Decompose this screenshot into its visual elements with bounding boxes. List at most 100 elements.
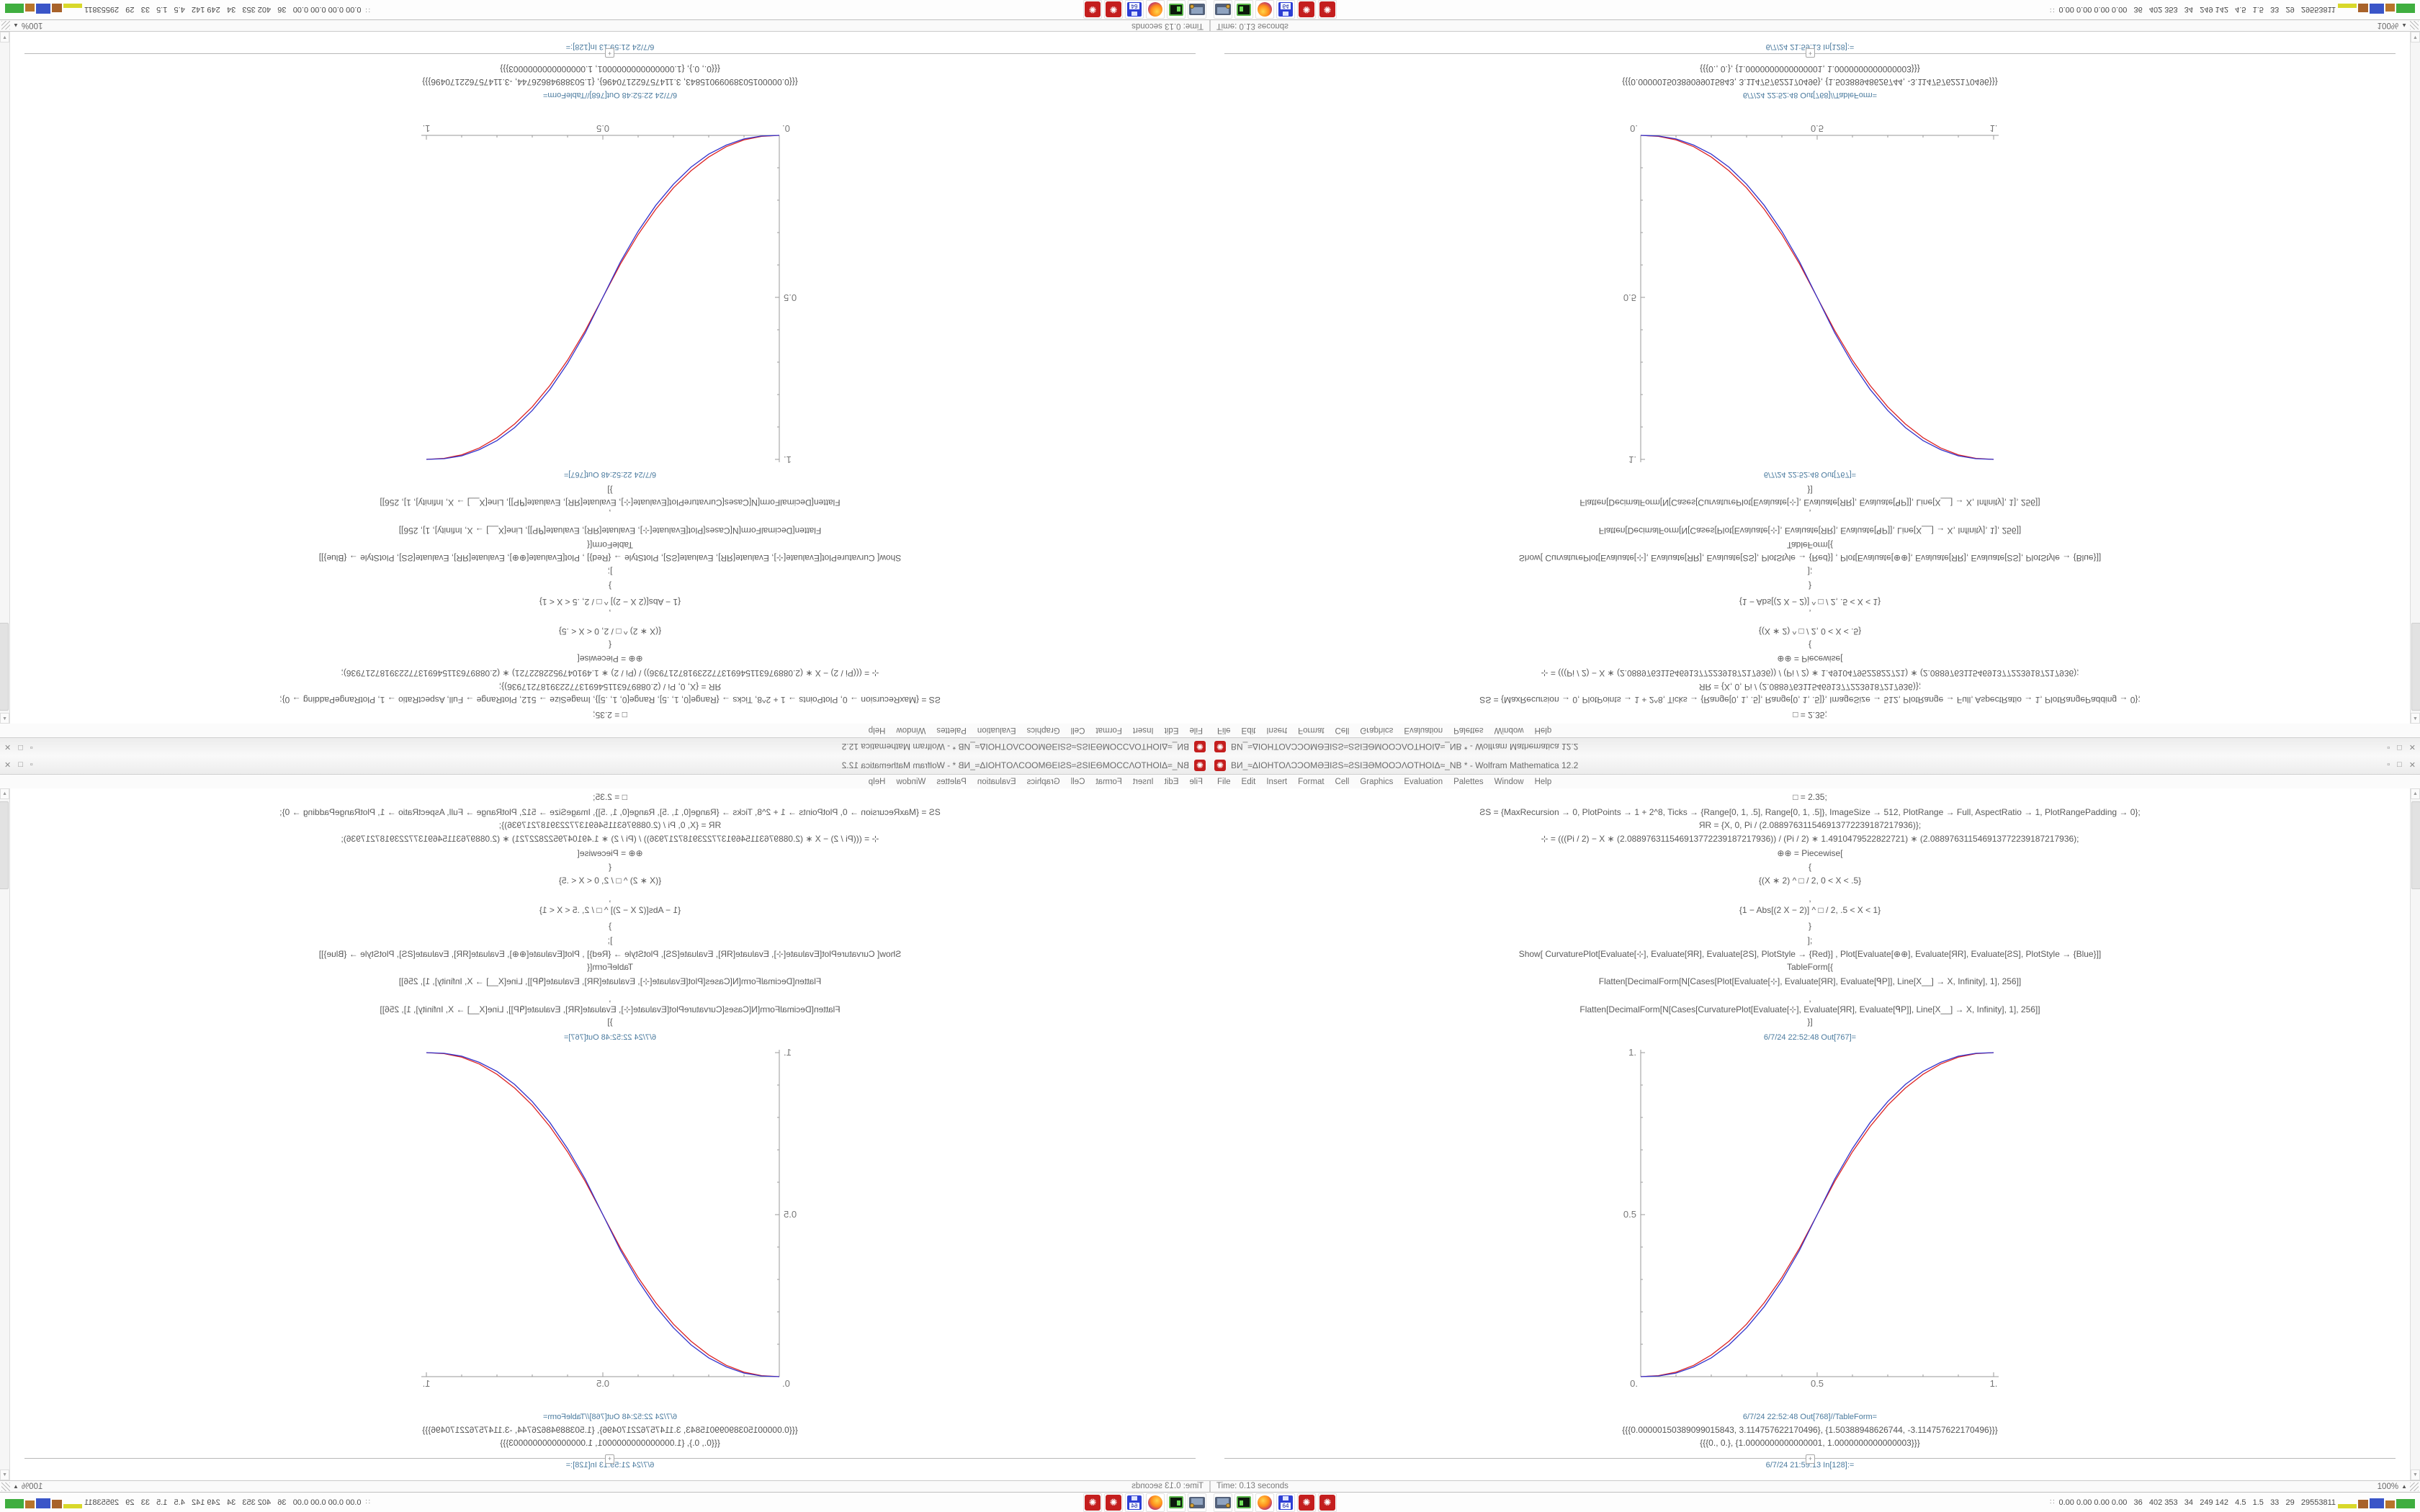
taskbar-display-settings-icon[interactable] — [1188, 0, 1206, 19]
cell-insertion-rule[interactable]: + — [24, 48, 1196, 58]
menu-edit[interactable]: Edit — [1241, 726, 1256, 735]
code-line[interactable]: Flatten[DecimalForm[N[Cases[Plot[Evaluat… — [1598, 526, 2022, 536]
menu-format[interactable]: Format — [1095, 777, 1122, 786]
taskbar-display-settings-icon[interactable] — [1214, 1493, 1232, 1512]
taskbar-mathematica-icon[interactable]: ✺ — [1104, 1493, 1123, 1512]
taskbar-display-settings-icon[interactable] — [1214, 0, 1232, 19]
code-line[interactable]: TableForm[{ — [1786, 962, 1834, 972]
menu-graphics[interactable]: Graphics — [1026, 726, 1060, 735]
taskbar-terminal-icon[interactable] — [1167, 0, 1186, 19]
code-line[interactable]: {1 − Abs[(2 X − 2)] ^ □ / 2, .5 < X < 1} — [539, 905, 681, 915]
window-resize-grip[interactable] — [2410, 21, 2419, 30]
code-line[interactable]: ⊕⊕ = Piecewise[ — [1777, 848, 1843, 858]
maximize-button[interactable]: □ — [18, 743, 23, 752]
magnification-dropdown-icon[interactable]: ▲ — [2401, 22, 2407, 29]
minimize-button[interactable]: ▫ — [30, 743, 33, 752]
code-line[interactable]: { — [609, 862, 612, 872]
code-line[interactable]: } — [1808, 921, 1811, 931]
menu-graphics[interactable]: Graphics — [1360, 777, 1394, 786]
taskbar-terminal-icon[interactable] — [1234, 0, 1253, 19]
code-line[interactable]: , — [609, 994, 611, 1004]
code-line[interactable]: , — [1809, 608, 1811, 618]
magnification-control[interactable]: 100% — [21, 1482, 43, 1491]
code-line[interactable]: {(X ∗ 2) ^ □ / 2, 0 < X < .5} — [1758, 876, 1862, 886]
scroll-up-icon[interactable]: ▲ — [2411, 713, 2420, 724]
taskbar-display-settings-icon[interactable] — [1188, 1493, 1206, 1512]
code-line[interactable]: , — [609, 508, 611, 518]
code-line[interactable]: , — [609, 894, 611, 904]
code-line[interactable]: ]; — [607, 567, 613, 577]
scroll-down-icon[interactable]: ▼ — [2411, 1470, 2420, 1480]
menu-help[interactable]: Help — [1534, 726, 1552, 735]
menu-help[interactable]: Help — [1534, 777, 1552, 786]
code-line[interactable]: ƧS = {MaxRecursion → 0, PlotPoints → 1 +… — [279, 695, 941, 705]
window-resize-grip[interactable] — [1, 1482, 10, 1491]
code-line[interactable]: {(X ∗ 2) ^ □ / 2, 0 < X < .5} — [1758, 626, 1862, 636]
code-line[interactable]: , — [1809, 894, 1811, 904]
scrollbar-thumb[interactable] — [2411, 623, 2420, 711]
window-titlebar[interactable]: ✺ ВИ_≈ΔΙΟΗΤΟΛƆƆΟΜƏƎΙƧS≈ƧSΙƎƏΜΟΟƆΛΟΤΗΟΙΔ≈… — [1210, 756, 2420, 775]
menu-cell[interactable]: Cell — [1335, 726, 1350, 735]
code-line[interactable]: Flatten[DecimalForm[N[Cases[CurvaturePlo… — [1579, 1004, 2040, 1014]
menu-cell[interactable]: Cell — [1070, 777, 1085, 786]
magnification-control[interactable]: 100% — [2377, 1482, 2399, 1491]
maximize-button[interactable]: □ — [2397, 743, 2402, 752]
code-line[interactable]: }] — [607, 485, 613, 495]
code-line[interactable]: □ = 2.35; — [593, 710, 627, 720]
menu-cell[interactable]: Cell — [1070, 726, 1085, 735]
code-line[interactable]: ⊹ = (((Pi / 2) − X ∗ (2.0889763115469137… — [1541, 668, 2079, 678]
close-button[interactable]: ✕ — [2408, 742, 2416, 751]
menu-window[interactable]: Window — [896, 726, 926, 735]
magnification-dropdown-icon[interactable]: ▲ — [13, 1483, 19, 1490]
menu-palettes[interactable]: Palettes — [1453, 777, 1484, 786]
code-line[interactable]: ЯR = {X, 0, Pi / (2.08897631154691377223… — [1698, 682, 1922, 692]
code-line[interactable]: }] — [1807, 1017, 1813, 1027]
code-line[interactable]: □ = 2.35; — [1793, 792, 1827, 802]
code-line[interactable]: ƧS = {MaxRecursion → 0, PlotPoints → 1 +… — [279, 807, 941, 817]
code-line[interactable]: {1 − Abs[(2 X − 2)] ^ □ / 2, .5 < X < 1} — [1739, 905, 1881, 915]
scrollbar-thumb[interactable] — [2411, 801, 2420, 889]
menu-cell[interactable]: Cell — [1335, 777, 1350, 786]
taskbar-floppy-64-icon[interactable]: 64 — [1125, 0, 1144, 19]
code-line[interactable]: Flatten[DecimalForm[N[Cases[Plot[Evaluat… — [398, 976, 822, 986]
code-line[interactable]: } — [609, 581, 612, 591]
magnification-dropdown-icon[interactable]: ▲ — [2401, 1483, 2407, 1490]
taskbar-floppy-64-icon[interactable]: 64 — [1125, 1493, 1144, 1512]
menu-format[interactable]: Format — [1095, 726, 1122, 735]
taskbar-floppy-64-icon[interactable]: 64 — [1276, 0, 1295, 19]
taskbar-mathematica-icon[interactable]: ✺ — [1104, 0, 1123, 19]
input-cell-code[interactable]: □ = 2.35; ƧS = {MaxRecursion → 0, PlotPo… — [1210, 792, 2410, 1027]
scroll-up-icon[interactable]: ▲ — [2411, 788, 2420, 799]
scroll-down-icon[interactable]: ▼ — [0, 32, 9, 42]
taskbar-mathematica-icon[interactable]: ✺ — [1297, 1493, 1316, 1512]
menu-file[interactable]: File — [1189, 726, 1203, 735]
code-line[interactable]: }] — [1807, 485, 1813, 495]
menu-evaluation[interactable]: Evaluation — [977, 777, 1016, 786]
code-line[interactable]: { — [1808, 640, 1811, 650]
code-line[interactable]: ⊹ = (((Pi / 2) − X ∗ (2.0889763115469137… — [341, 668, 879, 678]
menu-file[interactable]: File — [1217, 726, 1231, 735]
code-line[interactable]: ƧS = {MaxRecursion → 0, PlotPoints → 1 +… — [1479, 807, 2141, 817]
input-cell-code[interactable]: □ = 2.35; ƧS = {MaxRecursion → 0, PlotPo… — [10, 792, 1210, 1027]
cell-insertion-rule[interactable]: + — [1224, 1454, 2396, 1464]
code-line[interactable]: Flatten[DecimalForm[N[Cases[CurvaturePlo… — [380, 498, 841, 508]
menu-palettes[interactable]: Palettes — [1453, 726, 1484, 735]
code-line[interactable]: Show[ CurvaturePlot[Evaluate[⊹], Evaluat… — [1518, 553, 2102, 563]
code-line[interactable]: }] — [607, 1017, 613, 1027]
menu-palettes[interactable]: Palettes — [936, 777, 967, 786]
code-line[interactable]: } — [609, 921, 612, 931]
code-line[interactable]: □ = 2.35; — [1793, 710, 1827, 720]
cell-insertion-rule[interactable]: + — [24, 1454, 1196, 1464]
close-button[interactable]: ✕ — [4, 742, 12, 751]
scrollbar-thumb[interactable] — [0, 623, 9, 711]
menu-graphics[interactable]: Graphics — [1360, 726, 1394, 735]
stats-toggle-icon[interactable]: ∷ — [2050, 1498, 2055, 1506]
menu-file[interactable]: File — [1189, 777, 1203, 786]
taskbar-mathematica-icon-2[interactable]: ✺ — [1083, 0, 1102, 19]
scroll-up-icon[interactable]: ▲ — [0, 788, 9, 799]
menu-edit[interactable]: Edit — [1164, 777, 1179, 786]
menu-help[interactable]: Help — [868, 726, 886, 735]
close-button[interactable]: ✕ — [2408, 761, 2416, 770]
vertical-scrollbar[interactable]: ▲ ▼ — [2410, 32, 2420, 724]
code-line[interactable]: TableForm[{ — [586, 962, 634, 972]
